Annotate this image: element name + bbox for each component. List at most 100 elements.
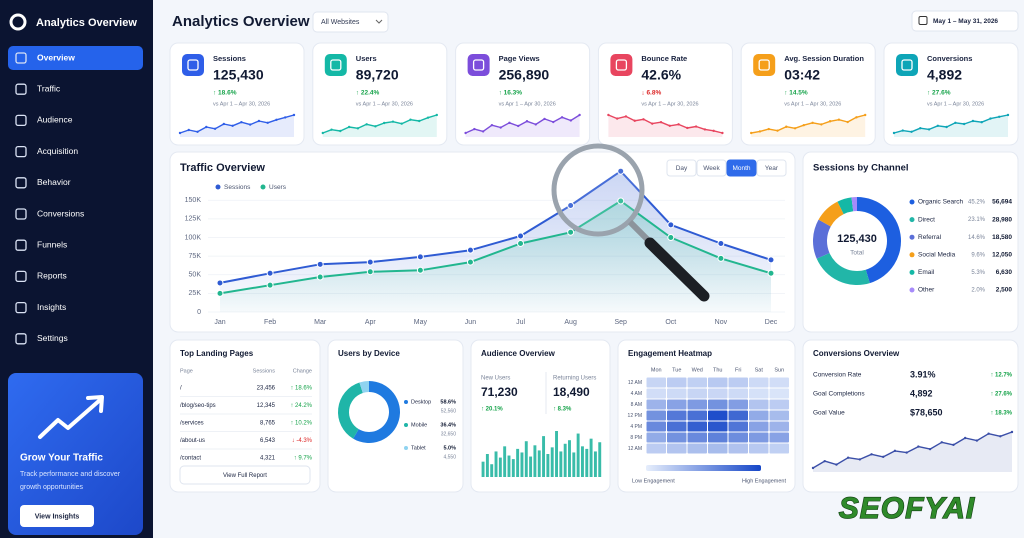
nav-item[interactable]: Overview xyxy=(37,52,75,62)
kpi-sparkline-point xyxy=(409,118,412,121)
table-cell: ↑ 9.7% xyxy=(294,456,313,462)
conversion-sparkline-point xyxy=(940,441,943,444)
x-tick-label: Feb xyxy=(264,319,276,326)
kpi-sparkline-point xyxy=(892,131,896,135)
table-header: Sessions xyxy=(253,368,276,374)
heatmap-hour: 8 PM xyxy=(630,435,642,441)
kpi-sparkline-point xyxy=(828,120,832,123)
audience-bar xyxy=(568,440,571,477)
audience-title: Audience Overview xyxy=(481,349,556,358)
report-button-label[interactable]: View Full Report xyxy=(223,473,267,479)
kpi-period: vs Apr 1 – Apr 30, 2026 xyxy=(927,101,984,107)
kpi-sparkline-point xyxy=(855,116,858,119)
nav-item[interactable]: Acquisition xyxy=(37,146,78,156)
promo-button[interactable] xyxy=(20,505,94,527)
heatmap-cell xyxy=(687,377,707,388)
nav-item[interactable]: Reports xyxy=(37,271,67,281)
series-point xyxy=(316,273,324,281)
period-label[interactable]: Day xyxy=(676,165,688,172)
date-picker[interactable] xyxy=(911,10,1019,32)
x-tick-label: May xyxy=(414,319,428,326)
series-point xyxy=(316,260,324,268)
report-button[interactable] xyxy=(179,465,311,485)
legend-dot xyxy=(909,287,915,293)
nav-item[interactable]: Conversions xyxy=(37,208,84,218)
donut-slice xyxy=(353,381,401,443)
period-button[interactable] xyxy=(696,159,727,177)
heatmap-hour: 12 PM xyxy=(628,413,642,419)
date-range[interactable]: May 1 – May 31, 2026 xyxy=(933,18,998,25)
series-point xyxy=(667,234,675,241)
audience-bar xyxy=(494,451,498,477)
nav-item[interactable]: Settings xyxy=(37,333,68,343)
legend-dot xyxy=(404,423,408,427)
period-button[interactable] xyxy=(756,159,787,177)
heatmap-cell xyxy=(646,388,666,399)
device-count: 32,650 xyxy=(441,431,457,437)
kpi-sparkline-point xyxy=(257,119,261,123)
heatmap-cell xyxy=(667,388,687,399)
metric-label: New Users xyxy=(481,376,510,382)
nav-item[interactable]: Audience xyxy=(37,115,73,125)
kpi-sparkline-point xyxy=(864,113,867,117)
kpi-sparkline-point xyxy=(971,119,975,123)
nav-item[interactable]: Funnels xyxy=(37,239,67,249)
kpi-sparkline-point xyxy=(517,124,520,128)
table-cell: ↑ 10.2% xyxy=(290,421,312,427)
conversion-sparkline-point xyxy=(952,443,955,447)
audience-bar xyxy=(555,431,558,477)
heatmap-hour: 4 AM xyxy=(631,391,642,397)
period-label[interactable]: Week xyxy=(703,165,720,172)
kpi-sparkline-point xyxy=(651,122,654,125)
series-line xyxy=(219,170,772,284)
kpi-sparkline-point xyxy=(284,116,287,119)
kpi-sparkline-point xyxy=(936,124,940,128)
kpi-sparkline-point xyxy=(196,130,199,133)
kpi-sparkline-point xyxy=(292,113,296,117)
kpi-sparkline xyxy=(179,114,295,134)
donut-total: 125,430 xyxy=(837,233,877,245)
kpi-period: vs Apr 1 – Apr 30, 2026 xyxy=(784,101,841,107)
conversion-change: ↑ 12.7% xyxy=(990,373,1012,379)
site-filter[interactable] xyxy=(312,11,389,33)
nav-item[interactable]: Insights xyxy=(37,302,66,312)
kpi-sparkline-point xyxy=(490,123,494,127)
kpi-sparkline-point xyxy=(919,127,922,130)
heatmap-cell xyxy=(646,421,666,432)
heatmap-cell xyxy=(769,388,789,399)
period-label[interactable]: Month xyxy=(732,165,750,172)
audience-bar xyxy=(503,446,507,477)
kpi-period: vs Apr 1 – Apr 30, 2026 xyxy=(499,101,556,107)
heatmap-cell xyxy=(728,410,748,421)
channel-name: Email xyxy=(918,269,935,276)
nav-item[interactable]: Behavior xyxy=(37,177,71,187)
kpi-icon-glyph xyxy=(472,59,485,71)
conversion-value: $78,650 xyxy=(910,407,943,417)
period-label[interactable]: Year xyxy=(765,165,779,172)
table-cell: / xyxy=(180,386,182,392)
magnifier-lens xyxy=(551,143,645,237)
audience-bar xyxy=(485,454,489,477)
y-tick-label: 25K xyxy=(189,290,202,297)
period-button[interactable] xyxy=(726,159,757,177)
series-point xyxy=(667,221,675,229)
conversion-value: 3.91% xyxy=(910,369,936,379)
y-tick-label: 0 xyxy=(197,309,201,316)
legend-label: Sessions xyxy=(224,184,251,191)
promo-text: Track performance and discover xyxy=(20,471,121,478)
kpi-sparkline-point xyxy=(793,127,797,130)
kpi-value: 03:42 xyxy=(784,67,820,83)
period-button[interactable] xyxy=(666,159,697,177)
device-name: Mobile xyxy=(411,422,427,428)
x-tick-label: Aug xyxy=(564,319,577,326)
heatmap-cell xyxy=(667,377,687,388)
kpi-sparkline-point xyxy=(266,121,269,125)
kpi-icon-glyph xyxy=(758,59,770,71)
x-tick-label: Mar xyxy=(314,319,327,326)
kpi-sparkline xyxy=(322,114,438,134)
site-filter-label[interactable]: All Websites xyxy=(321,19,360,26)
promo-button-label[interactable]: View Insights xyxy=(35,513,80,520)
kpi-sparkline-point xyxy=(222,122,226,126)
nav-item[interactable]: Traffic xyxy=(37,83,61,93)
kpi-sparkline-point xyxy=(668,124,671,128)
